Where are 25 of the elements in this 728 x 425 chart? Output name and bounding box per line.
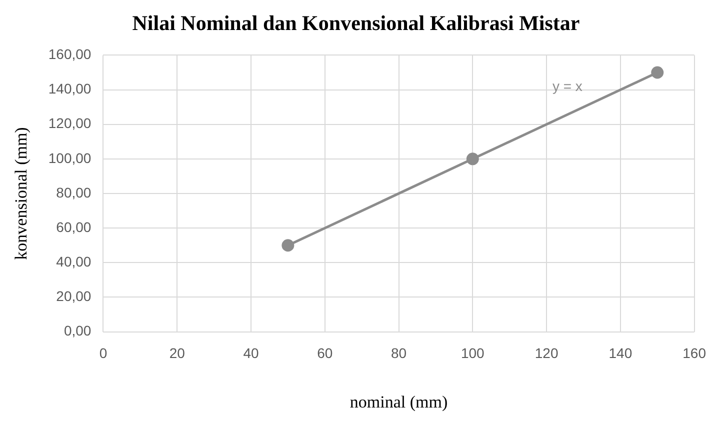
y-tick-label: 100,00: [48, 150, 92, 166]
x-tick-label: 100: [460, 345, 485, 362]
x-tick-label: 140: [608, 345, 632, 362]
y-tick-label: 40,00: [56, 254, 92, 270]
y-tick-label: 60,00: [56, 218, 92, 235]
y-tick-label: 160,00: [48, 46, 92, 62]
point: [651, 66, 664, 79]
x-tick-label: 60: [317, 345, 333, 362]
x-tick-label: 160: [682, 345, 706, 362]
y-tick-label: 0,00: [64, 322, 92, 339]
point: [466, 152, 479, 166]
x-tick-label: 20: [169, 345, 186, 362]
y-tick-label: 120,00: [48, 115, 92, 132]
y-tick-label: 80,00: [56, 184, 92, 200]
x-tick-label: 80: [390, 345, 407, 362]
y-tick-label: 20,00: [56, 288, 92, 304]
y-tick-label: 140,00: [48, 80, 92, 97]
chart-title: Nilai Nominal dan Konvensional Kalibrasi Mistar: [132, 11, 580, 36]
x-axis-title: nominal (mm): [350, 392, 448, 412]
y-axis-title: konvensional (mm): [12, 127, 31, 260]
x-tick-label: 40: [243, 345, 259, 362]
x-tick-label: 0: [99, 345, 108, 362]
annotation: y = x: [552, 78, 582, 94]
x-tick-label: 120: [534, 345, 558, 362]
point: [282, 239, 294, 252]
